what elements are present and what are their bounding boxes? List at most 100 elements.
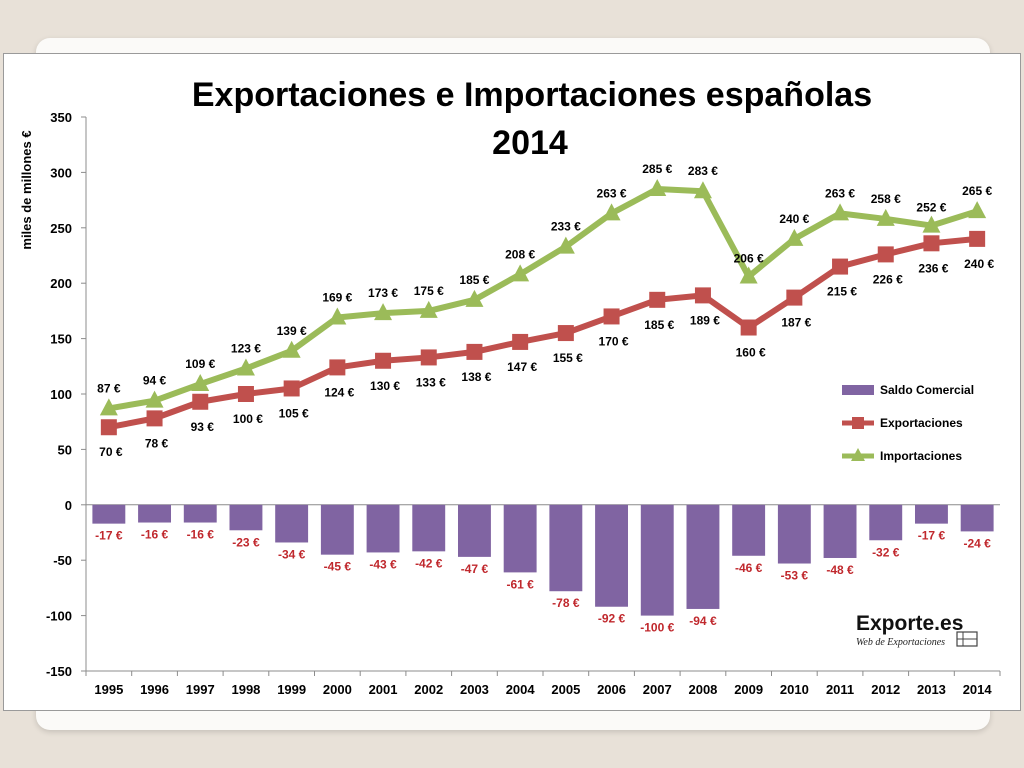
importaciones-data-label: 109 € bbox=[185, 357, 215, 371]
x-tick-label: 2011 bbox=[826, 682, 854, 697]
exportaciones-marker bbox=[649, 291, 666, 308]
legend-label: Importaciones bbox=[880, 449, 962, 463]
importaciones-marker bbox=[739, 266, 758, 284]
importaciones-marker bbox=[648, 179, 667, 197]
importaciones-data-label: 258 € bbox=[871, 192, 901, 206]
importaciones-marker bbox=[876, 208, 895, 226]
x-tick-label: 2010 bbox=[780, 682, 809, 697]
exportaciones-marker bbox=[329, 359, 346, 376]
saldo-bar bbox=[914, 504, 948, 524]
exportaciones-data-label: 187 € bbox=[781, 316, 811, 330]
x-tick-label: 2008 bbox=[688, 682, 717, 697]
exportaciones-data-label: 147 € bbox=[507, 360, 537, 374]
importaciones-data-label: 123 € bbox=[231, 342, 261, 356]
saldo-data-label: -42 € bbox=[415, 556, 443, 570]
x-tick-label: 2006 bbox=[597, 682, 626, 697]
exportaciones-marker bbox=[375, 352, 392, 369]
exporte-logo: Exporte.es Web de Exportaciones bbox=[856, 612, 978, 648]
saldo-data-label: -92 € bbox=[598, 612, 626, 626]
y-axis-title: miles de millones € bbox=[19, 130, 34, 249]
saldo-bar bbox=[92, 504, 126, 524]
legend-label: Exportaciones bbox=[880, 416, 963, 430]
importaciones-data-label: 265 € bbox=[962, 184, 992, 198]
x-tick-label: 2000 bbox=[323, 682, 352, 697]
importaciones-data-label: 206 € bbox=[734, 252, 764, 266]
importaciones-data-label: 283 € bbox=[688, 164, 718, 178]
exportaciones-data-label: 133 € bbox=[416, 375, 446, 389]
x-tick-label: 1999 bbox=[277, 682, 306, 697]
y-tick-label: -100 bbox=[46, 609, 72, 624]
x-tick-label: 1995 bbox=[94, 682, 123, 697]
saldo-data-label: -45 € bbox=[324, 560, 352, 574]
saldo-data-label: -16 € bbox=[141, 528, 169, 542]
exportaciones-data-label: 240 € bbox=[964, 257, 994, 271]
saldo-bar bbox=[412, 504, 446, 552]
exportaciones-data-label: 185 € bbox=[644, 318, 674, 332]
exportaciones-marker bbox=[420, 349, 437, 366]
exportaciones-marker bbox=[192, 393, 209, 410]
exportaciones-marker bbox=[100, 419, 117, 436]
y-tick-label: -150 bbox=[46, 664, 72, 679]
importaciones-data-label: 233 € bbox=[551, 220, 581, 234]
importaciones-marker bbox=[602, 203, 621, 221]
saldo-bar bbox=[686, 504, 720, 609]
saldo-data-label: -78 € bbox=[552, 596, 580, 610]
importaciones-data-label: 240 € bbox=[779, 212, 809, 226]
saldo-bar bbox=[275, 504, 309, 543]
saldo-bar bbox=[457, 504, 491, 557]
importaciones-marker bbox=[465, 289, 484, 307]
saldo-data-label: -48 € bbox=[826, 563, 854, 577]
saldo-data-label: -46 € bbox=[735, 561, 763, 575]
importaciones-marker bbox=[419, 300, 438, 318]
exportaciones-data-label: 70 € bbox=[99, 445, 123, 459]
importaciones-data-label: 173 € bbox=[368, 286, 398, 300]
importaciones-data-label: 87 € bbox=[97, 381, 121, 395]
saldo-data-label: -43 € bbox=[369, 557, 397, 571]
y-tick-label: 250 bbox=[50, 221, 72, 236]
chart-title: Exportaciones e Importaciones españolas bbox=[192, 76, 872, 114]
exportaciones-data-label: 78 € bbox=[145, 436, 169, 450]
chart-frame bbox=[3, 53, 1021, 711]
saldo-bar bbox=[183, 504, 217, 523]
saldo-bar bbox=[503, 504, 537, 573]
exportaciones-marker bbox=[694, 287, 711, 304]
x-tick-label: 2002 bbox=[414, 682, 443, 697]
exportaciones-marker bbox=[146, 410, 163, 427]
saldo-bar bbox=[138, 504, 172, 523]
exportaciones-marker bbox=[603, 308, 620, 325]
x-tick-label: 2005 bbox=[551, 682, 580, 697]
logo-text: Exporte.es bbox=[856, 612, 963, 635]
exportaciones-marker bbox=[283, 380, 300, 397]
exportaciones-marker bbox=[512, 333, 529, 350]
y-tick-label: 200 bbox=[50, 276, 72, 291]
saldo-data-label: -32 € bbox=[872, 545, 900, 559]
importaciones-data-label: 285 € bbox=[642, 162, 672, 176]
exportaciones-data-label: 100 € bbox=[233, 412, 263, 426]
importaciones-marker bbox=[922, 215, 941, 233]
saldo-data-label: -47 € bbox=[461, 562, 489, 576]
legend: Saldo Comercial Exportaciones Importacione… bbox=[842, 383, 974, 463]
exportaciones-data-label: 226 € bbox=[873, 272, 903, 286]
legend-marker-importaciones bbox=[851, 448, 865, 461]
saldo-data-label: -23 € bbox=[232, 535, 260, 549]
exportaciones-marker bbox=[923, 235, 940, 252]
exportaciones-marker bbox=[237, 386, 254, 402]
importaciones-marker bbox=[236, 358, 255, 376]
importaciones-data-label: 208 € bbox=[505, 247, 535, 261]
exportaciones-data-label: 160 € bbox=[736, 346, 766, 360]
y-tick-label: 100 bbox=[50, 387, 72, 402]
importaciones-marker bbox=[968, 201, 987, 219]
saldo-bar bbox=[869, 504, 903, 541]
saldo-data-label: -61 € bbox=[506, 577, 534, 591]
exportaciones-data-label: 170 € bbox=[599, 334, 629, 348]
saldo-data-label: -34 € bbox=[278, 547, 306, 561]
x-tick-label: 2012 bbox=[871, 682, 900, 697]
x-tick-label: 2009 bbox=[734, 682, 763, 697]
importaciones-data-label: 175 € bbox=[414, 284, 444, 298]
saldo-bar bbox=[549, 504, 583, 592]
saldo-data-label: -53 € bbox=[781, 569, 809, 583]
exportaciones-marker bbox=[832, 258, 849, 275]
importaciones-marker bbox=[191, 374, 210, 392]
exportaciones-marker bbox=[877, 246, 894, 263]
